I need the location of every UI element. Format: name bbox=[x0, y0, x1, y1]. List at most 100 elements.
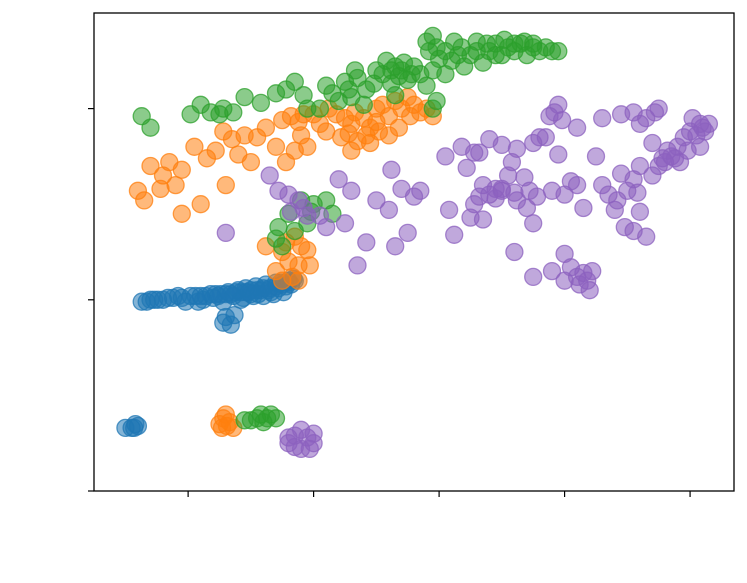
point-s1-56 bbox=[342, 141, 361, 160]
point-s3-60 bbox=[452, 137, 471, 156]
point-s3-117 bbox=[524, 214, 543, 233]
point-s1-78 bbox=[401, 107, 420, 126]
point-s3-123 bbox=[653, 149, 672, 168]
point-s2-81 bbox=[389, 66, 409, 86]
point-s2-72 bbox=[524, 34, 543, 53]
point-s2-20 bbox=[285, 72, 304, 91]
point-s3-33 bbox=[436, 147, 455, 166]
point-s3-124 bbox=[690, 137, 710, 156]
point-s0-46 bbox=[214, 313, 233, 332]
point-s1-24 bbox=[241, 152, 261, 172]
point-s1-16 bbox=[185, 137, 204, 156]
point-s3-25 bbox=[367, 191, 386, 210]
point-s3-114 bbox=[542, 261, 562, 281]
point-s3-95 bbox=[643, 133, 662, 153]
point-s3-127 bbox=[643, 166, 662, 185]
point-s1-25 bbox=[266, 137, 286, 156]
point-s3-81 bbox=[637, 227, 656, 246]
point-s1-57 bbox=[339, 124, 358, 143]
point-s3-118 bbox=[507, 191, 527, 210]
point-s3-54 bbox=[536, 128, 555, 147]
point-s1-75 bbox=[289, 271, 308, 290]
point-s3-26 bbox=[379, 200, 399, 220]
point-s3-24 bbox=[357, 233, 376, 252]
point-s3-121 bbox=[473, 210, 493, 229]
point-s1-76 bbox=[369, 122, 389, 141]
point-s3-128 bbox=[628, 183, 647, 202]
point-s1-14 bbox=[172, 160, 191, 179]
point-s3-29 bbox=[398, 223, 417, 243]
series-2 bbox=[132, 26, 568, 432]
point-s1-9 bbox=[166, 175, 185, 195]
point-s2-73 bbox=[335, 72, 355, 91]
point-s3-22 bbox=[342, 181, 361, 200]
point-s2-84 bbox=[386, 86, 405, 105]
point-s3-99 bbox=[649, 99, 668, 118]
point-s3-31 bbox=[411, 181, 430, 200]
point-s3-113 bbox=[578, 271, 597, 290]
point-s1-62 bbox=[172, 204, 191, 223]
point-s3-35 bbox=[445, 225, 464, 244]
point-s1-60 bbox=[216, 175, 235, 195]
point-s3-104 bbox=[549, 145, 568, 164]
point-s3-32 bbox=[386, 237, 405, 256]
point-s3-120 bbox=[486, 189, 505, 208]
point-s3-19 bbox=[317, 217, 336, 237]
point-s3-103 bbox=[567, 118, 587, 137]
point-s2-9 bbox=[141, 118, 160, 137]
point-s3-53 bbox=[552, 110, 572, 130]
point-s3-77 bbox=[630, 156, 650, 176]
point-s3-69 bbox=[586, 147, 606, 166]
point-s1-6 bbox=[217, 416, 237, 436]
point-s2-37 bbox=[417, 76, 436, 95]
point-s1-13 bbox=[153, 166, 173, 185]
point-s3-67 bbox=[567, 175, 587, 195]
point-s1-10 bbox=[141, 156, 160, 176]
point-s3-102 bbox=[593, 109, 612, 128]
point-s3-11 bbox=[260, 166, 279, 185]
point-s2-97 bbox=[273, 237, 292, 256]
point-s1-31 bbox=[273, 110, 292, 130]
points-layer bbox=[116, 26, 719, 459]
point-s3-20 bbox=[329, 170, 348, 189]
point-s2-17 bbox=[251, 93, 271, 113]
point-s3-34 bbox=[439, 200, 459, 220]
point-s2-58 bbox=[549, 42, 568, 61]
point-s2-23 bbox=[310, 99, 330, 118]
series-3 bbox=[216, 95, 719, 459]
point-s1-77 bbox=[389, 118, 409, 137]
point-s1-29 bbox=[298, 137, 317, 156]
point-s3-56 bbox=[480, 130, 499, 149]
point-s3-116 bbox=[505, 242, 524, 262]
point-s1-23 bbox=[256, 118, 276, 137]
point-s3-115 bbox=[524, 267, 543, 287]
point-s3-45 bbox=[507, 139, 527, 158]
point-s3-101 bbox=[611, 105, 631, 124]
point-s3-126 bbox=[699, 114, 719, 134]
point-s2-68 bbox=[486, 45, 505, 65]
point-s2-7 bbox=[254, 413, 273, 432]
plot-frame bbox=[93, 12, 735, 492]
point-s2-16 bbox=[235, 87, 254, 107]
ticks-layer bbox=[88, 107, 691, 497]
point-s3-16 bbox=[281, 202, 301, 221]
point-s2-83 bbox=[423, 99, 442, 118]
point-s3-7 bbox=[300, 439, 319, 459]
point-s1-12 bbox=[135, 191, 154, 210]
point-s1-19 bbox=[214, 122, 233, 141]
point-s3-27 bbox=[382, 160, 401, 179]
point-s2-15 bbox=[224, 103, 243, 122]
point-s3-8 bbox=[304, 424, 323, 443]
point-s3-10 bbox=[216, 223, 235, 243]
point-s2-86 bbox=[342, 87, 361, 107]
point-s1-17 bbox=[206, 141, 225, 160]
point-s3-23 bbox=[348, 256, 367, 275]
point-s1-68 bbox=[298, 240, 317, 260]
point-s1-61 bbox=[191, 195, 210, 214]
point-s3-9 bbox=[279, 428, 298, 447]
point-s2-74 bbox=[345, 61, 365, 80]
point-s0-4 bbox=[128, 416, 148, 436]
point-s3-78 bbox=[630, 202, 650, 221]
